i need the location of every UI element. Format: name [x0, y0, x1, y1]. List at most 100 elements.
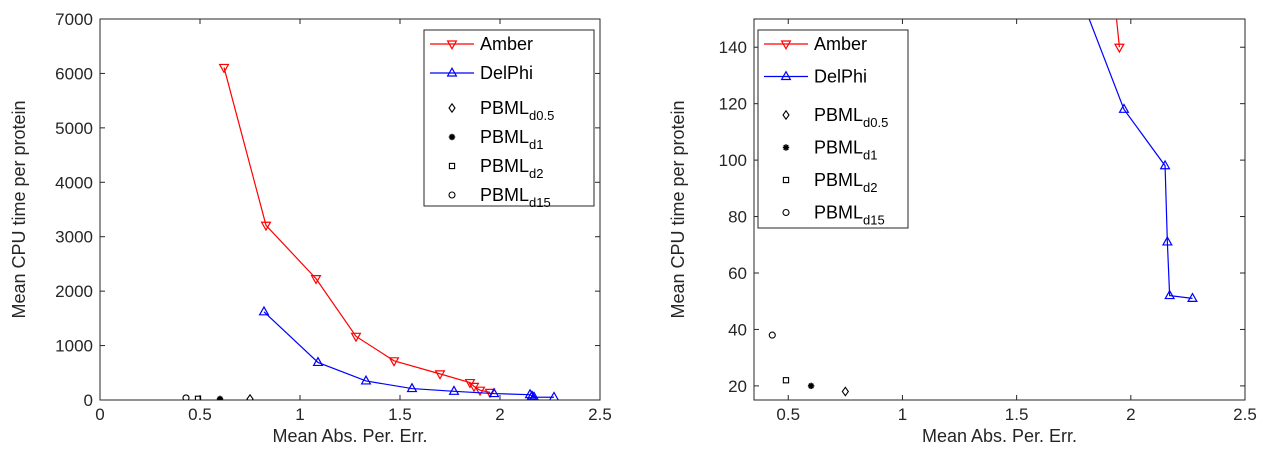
y-tick-label: 2000 — [55, 282, 93, 301]
x-axis-label: Mean Abs. Per. Err. — [272, 426, 427, 446]
series-delphi-line — [263, 311, 555, 398]
series-amber-point — [310, 275, 322, 285]
x-tick-label: 1.5 — [1005, 405, 1029, 424]
series-delphi-point — [488, 387, 500, 398]
series-delphi-point — [1161, 235, 1173, 246]
legend-entry: DelPhi — [430, 63, 533, 83]
legend-marker — [448, 102, 456, 114]
y-tick-label: 120 — [719, 95, 747, 114]
legend-entry: DelPhi — [764, 67, 867, 87]
x-tick-label: 1 — [295, 405, 304, 424]
series-amber-point — [474, 386, 486, 397]
series-pbml-d2-point — [782, 377, 790, 384]
y-axis-label: Mean CPU time per protein — [9, 100, 29, 318]
legend-marker — [780, 40, 792, 51]
series-pbml-d2-point — [194, 395, 202, 400]
series-pbml-d05-point — [841, 386, 850, 397]
y-tick-label: 1000 — [55, 337, 93, 356]
legend-subscript: d0.5 — [863, 115, 888, 130]
legend-subscript: d15 — [863, 213, 885, 228]
axes-box — [99, 18, 601, 401]
y-tick-label: 3000 — [55, 228, 93, 247]
y-tick-label: 5000 — [55, 119, 93, 138]
axes-box — [753, 18, 1246, 401]
x-tick-label: 2 — [495, 405, 504, 424]
series-amber-line — [1115, 19, 1120, 48]
x-tick-label: 1 — [898, 405, 907, 424]
legend-label: DelPhi — [480, 63, 533, 83]
legend-marker — [446, 40, 458, 51]
series-pbml-d15-point — [182, 394, 190, 400]
x-tick-label: 2.5 — [588, 405, 612, 424]
series-delphi-point — [312, 356, 324, 367]
series-amber-point — [1113, 43, 1125, 54]
series-pbml-d1-point — [216, 395, 224, 400]
series-delphi-point — [448, 385, 460, 395]
legend-subscript: d2 — [863, 180, 877, 195]
legend-entry: Amber — [430, 34, 533, 54]
legend-marker — [782, 109, 790, 121]
plot-area — [182, 63, 559, 400]
y-tick-label: 20 — [728, 377, 747, 396]
series-amber-point — [434, 370, 446, 380]
legend-marker — [780, 70, 792, 81]
chart-left: 0 0.5 1 1.5 2 2.5 0 1000 2000 3000 4000 5000 6000 700… — [9, 10, 612, 446]
legend-subscript: d15 — [529, 195, 551, 210]
y-tick-label: 80 — [728, 208, 747, 227]
series-amber-line — [223, 67, 491, 393]
legend-marker — [446, 66, 458, 77]
legend-subscript: d1 — [863, 148, 877, 163]
series-delphi-point — [529, 391, 539, 400]
y-tick-label: 40 — [728, 320, 747, 339]
y-tick-label: 140 — [719, 38, 747, 57]
y-tick-label: 4000 — [55, 173, 93, 192]
series-amber-point — [260, 221, 272, 232]
series-pbml-d1-point — [807, 382, 815, 390]
series-delphi-point — [1164, 289, 1176, 300]
legend-marker — [782, 144, 790, 151]
series-pbml-d05-point — [246, 393, 254, 400]
legend-subscript: d1 — [529, 137, 543, 152]
series-delphi-point — [406, 382, 418, 393]
legend-label: DelPhi — [814, 67, 867, 87]
legend-marker — [448, 133, 456, 141]
series-amber-point — [388, 357, 400, 367]
x-tick-label: 0.5 — [188, 405, 212, 424]
series-delphi-line — [1088, 19, 1193, 299]
plot-area — [768, 19, 1198, 397]
legend-label: Amber — [814, 34, 867, 54]
x-tick-label: 1.5 — [388, 405, 412, 424]
series-delphi-point — [524, 388, 536, 399]
legend-box — [757, 29, 909, 229]
y-tick-label: 60 — [728, 264, 747, 283]
legend-subscript: d2 — [529, 166, 543, 181]
legend-marker — [782, 176, 790, 184]
legend-marker — [448, 162, 456, 170]
legend-marker — [782, 208, 790, 217]
legend-marker — [448, 191, 456, 199]
x-tick-label: 0.5 — [776, 405, 800, 424]
y-tick-label: 7000 — [55, 10, 93, 29]
legend-label: Amber — [480, 34, 533, 54]
series-delphi-point — [1118, 103, 1130, 113]
x-tick-label: 0 — [95, 405, 104, 424]
series-delphi-point — [1159, 159, 1171, 170]
series-delphi-point — [258, 305, 270, 316]
series-delphi-point — [526, 390, 538, 400]
y-tick-label: 6000 — [55, 64, 93, 83]
y-axis-label: Mean CPU time per protein — [668, 100, 688, 318]
series-pbml-d15-point — [768, 331, 776, 339]
series-amber-point — [350, 332, 362, 343]
chart-right: 0.5 1 1.5 2 2.5 20 40 60 80 100 120 140 Mean Abs. Pe… — [668, 18, 1257, 446]
x-axis-label: Mean Abs. Per. Err. — [922, 426, 1077, 446]
y-tick-label: 100 — [719, 151, 747, 170]
series-delphi-point — [360, 374, 372, 385]
legend-box — [423, 29, 595, 207]
series-delphi-point — [549, 391, 559, 400]
x-tick-label: 2.5 — [1233, 405, 1257, 424]
y-tick-label: 0 — [84, 391, 93, 410]
series-amber-point — [218, 63, 230, 74]
legend-subscript: d0.5 — [529, 108, 554, 123]
